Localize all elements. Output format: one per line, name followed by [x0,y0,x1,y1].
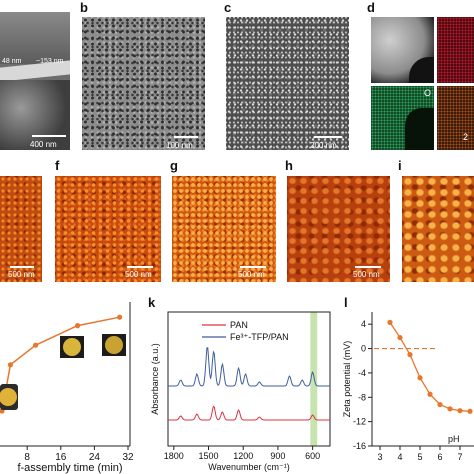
scale-bar-a [32,135,66,137]
sem-image-a: 48 nm ~153 nm 400 nm [0,12,70,150]
l-y-tick-label-0: 4 [361,319,366,329]
l-series-line [389,321,471,412]
sem-a-cross-section [0,12,70,64]
k-x-tick-label-3: 900 [270,451,285,461]
k-y-axis-title: Absorbance (a.u.) [150,343,160,415]
scale-bar-h [355,266,381,268]
scale-label-c: 200 nm [310,141,337,150]
measure-label-1: 48 nm [2,58,22,65]
scale-label-g: 500 nm [238,270,265,279]
eds-map-2: 2 [437,86,474,150]
j-x-tick-label-0: 8 [24,452,30,463]
k-x-tick-label-1: 1500 [198,451,218,461]
afm-image-e: 500 nm [0,176,42,282]
l-x-tick-label-1: 4 [397,452,402,462]
panel-label-i: i [398,158,402,173]
l-point-0 [387,319,393,325]
l-y-tick-label-4: -12 [353,417,366,427]
eds-o-dark-region [405,108,434,150]
k-x-axis-title: Wavenumber (cm⁻¹) [208,462,289,472]
afm-image-i [402,176,474,282]
afm-image-f: 500 nm [55,176,161,282]
l-x-tick-label-0: 3 [377,452,382,462]
l-point-7 [457,408,463,414]
afm-image-g: 500 nm [172,176,276,282]
k-series-fe-tfp-pan [168,347,330,387]
l-y-tick-label-2: -4 [358,368,366,378]
j-point-2 [33,342,39,348]
j-x-tick-label-1: 16 [55,452,67,463]
eds-map-fe [437,17,474,83]
eds-map-se [371,17,434,83]
panel-label-h: h [285,158,293,173]
l-y-axis-title: Zeta potential (mV) [342,341,352,418]
j-x-tick-label-2: 24 [89,452,101,463]
j-point-1 [7,362,13,368]
j-point-4 [117,314,123,320]
afm-image-h: 500 nm [287,176,390,282]
sem-a-substrate [0,80,70,150]
k-x-tick-label-4: 600 [305,451,320,461]
k-x-tick-label-2: 1200 [233,451,253,461]
photo-vial-3-film [105,336,123,354]
k-highlight-band [310,312,318,446]
photo-vial-2-film [63,338,81,356]
scale-bar-g [240,266,266,268]
panel-label-g: g [170,158,178,173]
panel-label-k: k [148,295,156,310]
j-x-axis-title: f-assembly time (min) [17,462,122,474]
chart-k: PAN Fe³⁺-TFP/PAN 1800 1500 1200 900 600 Wave… [150,311,331,472]
l-x-tick-label-3: 6 [437,452,442,462]
scale-bar-b [174,136,198,138]
panel-label-l: l [344,295,348,310]
scale-bar-e [10,266,34,268]
sem-image-c: 200 nm [226,17,349,150]
scale-label-f: 500 nm [125,270,152,279]
scale-label-b: 100 nm [166,141,193,150]
eds-label-o: O [424,88,432,98]
k-legend-fe-tfp-pan: Fe³⁺-TFP/PAN [230,332,289,342]
chart-j: 8 16 24 32 f-assembly time (min) [0,302,134,474]
scale-bar-c [314,136,342,138]
l-point-1 [397,334,403,341]
panel-label-d: d [367,0,375,15]
j-x-tick-label-3: 32 [122,452,134,463]
j-series-line [1,316,120,412]
scale-label-e: 500 nm [8,270,35,279]
photo-vial-1-film [0,388,17,406]
l-point-8 [467,408,473,414]
k-x-tick-label-0: 1800 [164,451,184,461]
k-legend-pan: PAN [230,320,248,330]
panel-label-b: b [80,0,88,15]
eds-se-dark-region [409,57,434,83]
k-plot-frame [167,311,331,447]
measure-label-2: ~153 nm [36,58,64,65]
j-point-3 [75,323,81,329]
eds-label-2: 2 [463,132,469,142]
l-x-tick-label-4: 7 [457,452,462,462]
scale-bar-f [127,266,153,268]
l-x-tick-label-2: 5 [417,452,422,462]
l-point-3 [417,375,423,381]
l-point-5 [437,401,443,408]
scale-label-h: 500 nm [353,270,380,279]
l-x-axis-title: pH [448,434,460,444]
k-series-pan [168,405,330,421]
panel-label-f: f [55,158,60,173]
scale-label-a: 400 nm [30,140,57,149]
eds-map-o: O [371,86,434,150]
l-y-tick-label-1: 0 [361,344,366,354]
l-point-4 [427,391,433,397]
sem-image-b: 100 nm [82,17,205,150]
l-y-tick-label-3: -8 [358,392,366,402]
chart-l: 4 0 -4 -8 -12 -16 3 4 5 6 7 pH Zeta potential (mV) [342,312,474,462]
l-point-6 [447,406,453,412]
l-point-2 [407,352,413,358]
panel-label-c: c [224,0,232,15]
l-y-tick-label-5: -16 [353,441,366,451]
